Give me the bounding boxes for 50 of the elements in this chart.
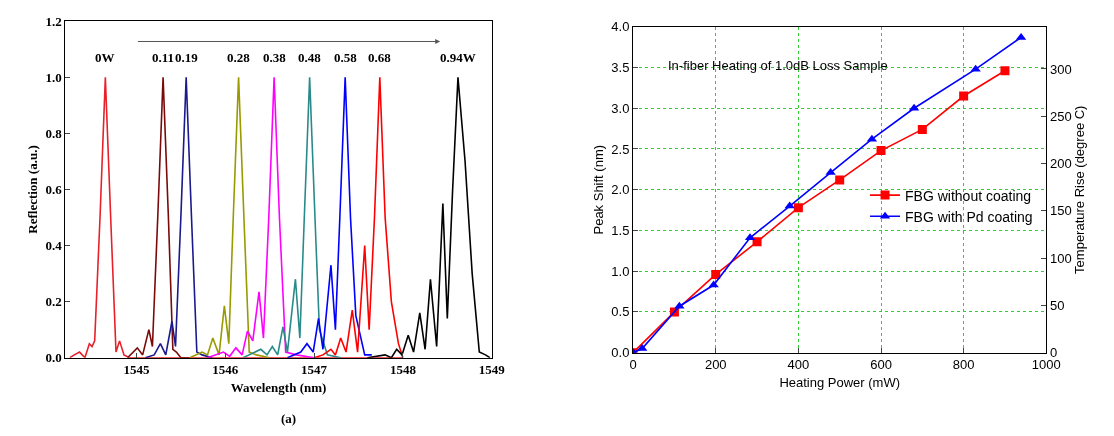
x-tick-label: 200 [704, 357, 727, 373]
annotation: 0.58 [334, 50, 358, 65]
x-tick-label: 0 [629, 357, 637, 373]
y-axis-title: Reflection (a.u.) [25, 145, 41, 234]
y-tick-label: 3.5 [611, 60, 630, 76]
y2-tick-label: 300 [1050, 61, 1072, 77]
annotation: 0W [95, 50, 115, 65]
y-tick-label: 0.4 [45, 238, 63, 254]
y-tick-label: 2.5 [611, 141, 630, 157]
annotation: In-fiber Heating of 1.0dB Loss Sample [668, 58, 888, 73]
x-tick-label: 1549 [478, 362, 506, 378]
annotation: 0.28 [227, 50, 251, 65]
annotation: 0.68 [368, 50, 392, 65]
x-tick-label: 1546 [212, 362, 239, 378]
x-tick-label: 600 [870, 357, 892, 373]
y2-tick-label: 150 [1050, 203, 1072, 219]
y-tick-label: 0.8 [45, 125, 63, 141]
x-tick-label: 800 [952, 357, 975, 373]
y-tick-label: 1.5 [611, 223, 630, 238]
y-tick-label: 1.2 [45, 13, 62, 29]
x-tick-label: 1545 [123, 362, 150, 378]
x-tick-label: 400 [787, 357, 810, 373]
y2-tick-label: 100 [1050, 250, 1072, 266]
x-axis-title: Heating Power (mW) [779, 374, 901, 390]
text: (a) [281, 411, 297, 426]
y-tick-label: 0.6 [45, 182, 63, 198]
y-axis-title: Peak Shift (nm) [591, 144, 607, 235]
y2-tick-label: 50 [1050, 297, 1065, 313]
annotation: 0.94W [440, 50, 476, 65]
y-tick-label: 1.0 [45, 69, 62, 85]
y2-tick-label: 200 [1050, 156, 1072, 172]
legend-label: FBG without coating [905, 187, 1032, 204]
y2-tick-label: 250 [1050, 108, 1072, 124]
legend-label: FBG with Pd coating [905, 208, 1033, 225]
annotation: 0.11 [152, 50, 175, 65]
y-tick-label: 4.0 [611, 19, 630, 35]
x-axis-title: Wavelength (nm) [230, 379, 327, 395]
y-tick-label: 1.0 [611, 263, 630, 279]
y-tick-label: 2.0 [611, 182, 630, 198]
y-tick-label: 0.0 [45, 350, 62, 366]
x-tick-label: 1548 [389, 362, 417, 378]
y-tick-label: 3.0 [611, 100, 630, 116]
annotation: 0.19 [175, 50, 199, 65]
y-tick-label: 0.0 [611, 345, 630, 361]
x-tick-label: 1547 [301, 362, 328, 378]
annotation: 0.38 [263, 50, 287, 65]
y2-axis-title: Temperature Rise (degree C) [1072, 105, 1088, 274]
y-tick-label: 0.5 [611, 304, 630, 320]
y-tick-label: 0.2 [45, 294, 62, 310]
annotation: 0.48 [298, 50, 322, 65]
